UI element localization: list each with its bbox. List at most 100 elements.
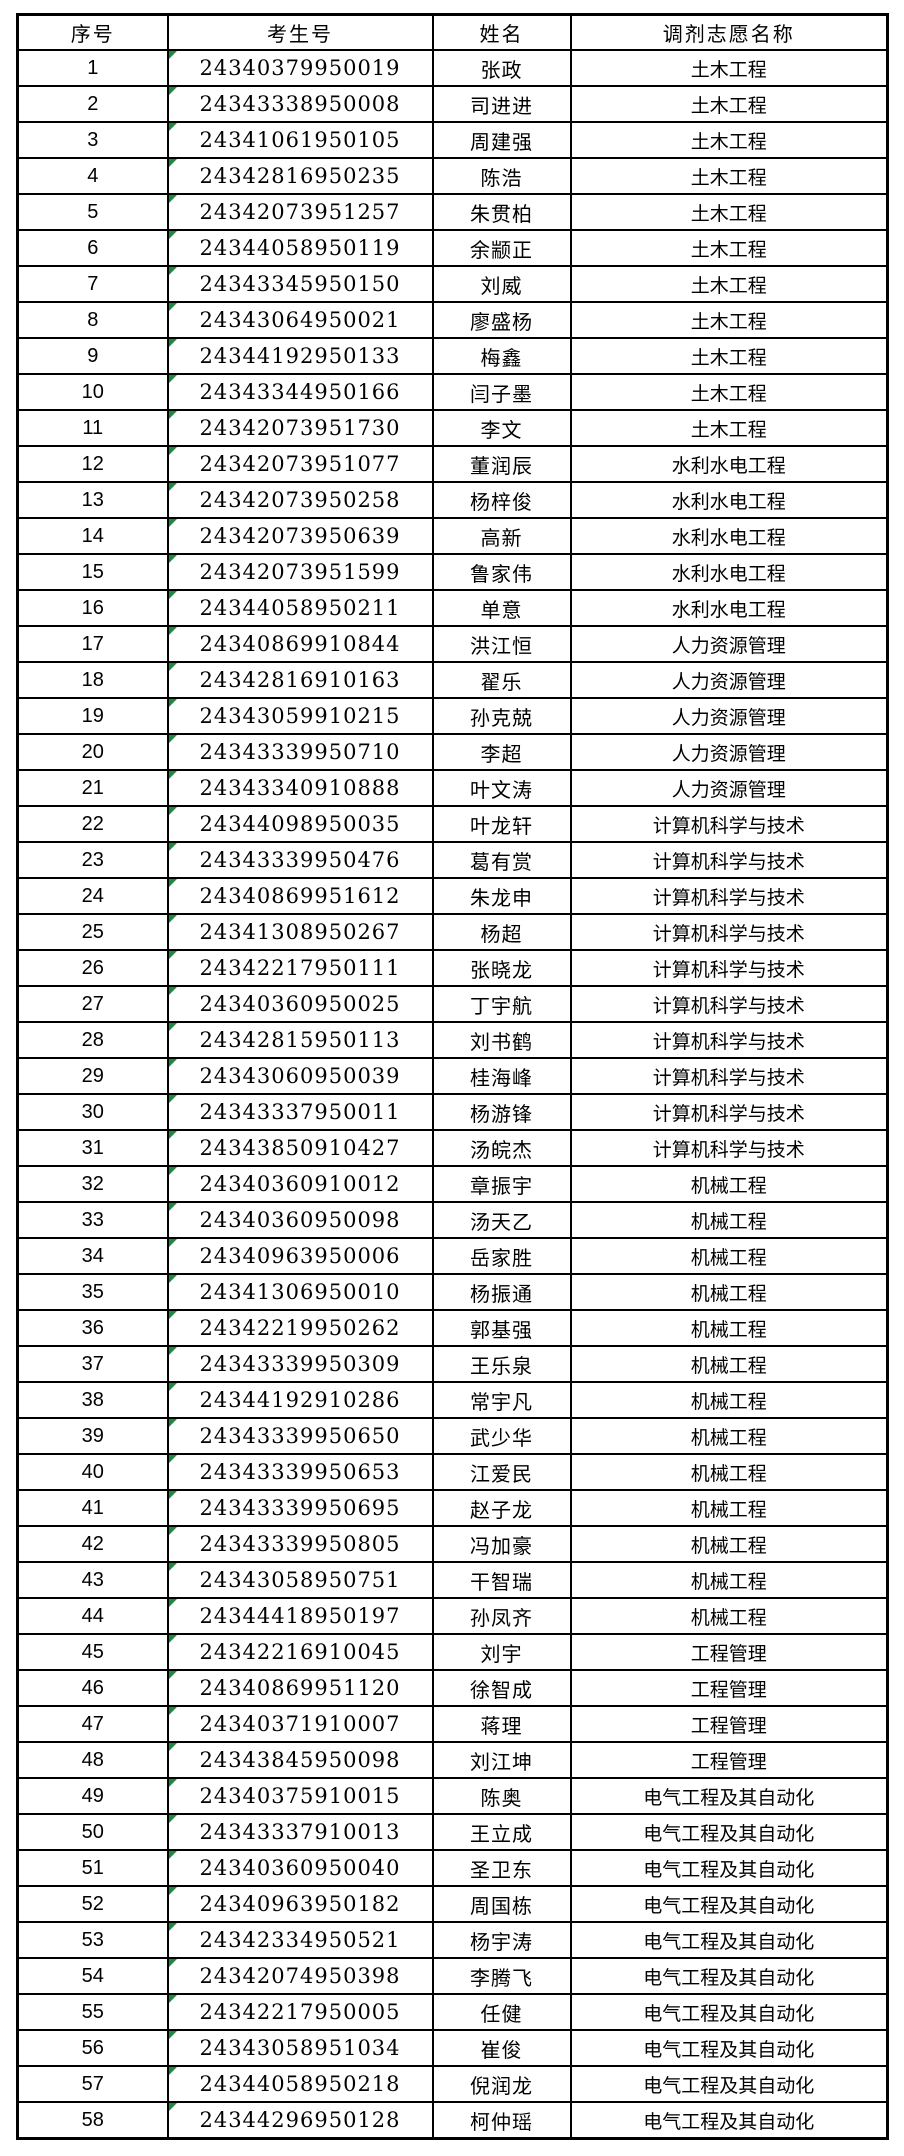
table-row: 41 24343339950695 赵子龙 机械工程 <box>16 1489 889 1527</box>
exam-no-text: 24341061950105 <box>199 128 401 152</box>
cell-name: 刘书鹤 <box>431 1021 572 1059</box>
exam-no-text: 24343337950011 <box>199 1100 401 1124</box>
exam-no-text: 24344418950197 <box>199 1604 401 1628</box>
excel-text-flag-icon <box>169 952 177 959</box>
exam-no-text: 24340869910844 <box>199 632 401 656</box>
cell-exam-no: 24343339950650 <box>166 1417 434 1455</box>
exam-no-text: 24343345950150 <box>199 272 401 296</box>
table-row: 32 24340360910012 章振宇 机械工程 <box>16 1165 889 1203</box>
exam-no-text: 24340869951120 <box>199 1676 401 1700</box>
excel-text-flag-icon <box>169 1312 177 1319</box>
excel-text-flag-icon <box>169 1888 177 1895</box>
cell-major: 人力资源管理 <box>569 625 889 663</box>
table-row: 46 24340869951120 徐智成 工程管理 <box>16 1669 889 1707</box>
cell-index: 19 <box>16 697 169 735</box>
cell-exam-no: 24340360910012 <box>166 1165 434 1203</box>
cell-index: 23 <box>16 841 169 879</box>
cell-name: 汤皖杰 <box>431 1129 572 1167</box>
cell-exam-no: 24343345950150 <box>166 265 434 303</box>
excel-text-flag-icon <box>169 844 177 851</box>
cell-index: 3 <box>16 121 169 159</box>
cell-major: 工程管理 <box>569 1633 889 1671</box>
cell-index: 13 <box>16 481 169 519</box>
table-row: 43 24343058950751 干智瑞 机械工程 <box>16 1561 889 1599</box>
excel-text-flag-icon <box>169 484 177 491</box>
excel-text-flag-icon <box>169 1528 177 1535</box>
cell-index: 33 <box>16 1201 169 1239</box>
excel-text-flag-icon <box>169 1600 177 1607</box>
table-row: 55 24342217950005 任健 电气工程及其自动化 <box>16 1993 889 2031</box>
cell-exam-no: 24343058951034 <box>166 2029 434 2067</box>
cell-major: 机械工程 <box>569 1201 889 1239</box>
table-row: 38 24344192910286 常宇凡 机械工程 <box>16 1381 889 1419</box>
cell-index: 31 <box>16 1129 169 1167</box>
table-row: 25 24341308950267 杨超 计算机科学与技术 <box>16 913 889 951</box>
table-row: 6 24344058950119 余颛正 土木工程 <box>16 229 889 267</box>
table-row: 47 24340371910007 蒋理 工程管理 <box>16 1705 889 1743</box>
cell-major: 计算机科学与技术 <box>569 949 889 987</box>
cell-name: 冯加豪 <box>431 1525 572 1563</box>
cell-major: 电气工程及其自动化 <box>569 1813 889 1851</box>
cell-exam-no: 24343850910427 <box>166 1129 434 1167</box>
cell-major: 电气工程及其自动化 <box>569 1957 889 1995</box>
cell-major: 土木工程 <box>569 193 889 231</box>
cell-exam-no: 24342073951257 <box>166 193 434 231</box>
cell-major: 人力资源管理 <box>569 769 889 807</box>
exam-no-text: 24343339950650 <box>199 1424 401 1448</box>
exam-no-text: 24340360910012 <box>199 1172 401 1196</box>
cell-index: 49 <box>16 1777 169 1815</box>
cell-major: 电气工程及其自动化 <box>569 1921 889 1959</box>
cell-index: 56 <box>16 2029 169 2067</box>
cell-index: 4 <box>16 157 169 195</box>
excel-text-flag-icon <box>169 1132 177 1139</box>
excel-text-flag-icon <box>169 1492 177 1499</box>
cell-index: 48 <box>16 1741 169 1779</box>
cell-exam-no: 24342216910045 <box>166 1633 434 1671</box>
cell-exam-no: 24342217950111 <box>166 949 434 987</box>
table-row: 42 24343339950805 冯加豪 机械工程 <box>16 1525 889 1563</box>
cell-major: 土木工程 <box>569 229 889 267</box>
cell-index: 17 <box>16 625 169 663</box>
table-row: 10 24343344950166 闫子墨 土木工程 <box>16 373 889 411</box>
cell-exam-no: 24343339950710 <box>166 733 434 771</box>
excel-text-flag-icon <box>169 340 177 347</box>
cell-exam-no: 24343339950653 <box>166 1453 434 1491</box>
cell-name: 桂海峰 <box>431 1057 572 1095</box>
table-row: 36 24342219950262 郭基强 机械工程 <box>16 1309 889 1347</box>
cell-name: 蒋理 <box>431 1705 572 1743</box>
cell-exam-no: 24342219950262 <box>166 1309 434 1347</box>
table-row: 26 24342217950111 张晓龙 计算机科学与技术 <box>16 949 889 987</box>
cell-name: 洪江恒 <box>431 625 572 663</box>
exam-no-text: 24343337910013 <box>199 1820 401 1844</box>
table-row: 58 24344296950128 柯仲瑶 电气工程及其自动化 <box>16 2101 889 2140</box>
cell-index: 7 <box>16 265 169 303</box>
cell-name: 郭基强 <box>431 1309 572 1347</box>
exam-no-text: 24343060950039 <box>199 1064 401 1088</box>
table-row: 30 24343337950011 杨游锋 计算机科学与技术 <box>16 1093 889 1131</box>
cell-index: 35 <box>16 1273 169 1311</box>
excel-text-flag-icon <box>169 412 177 419</box>
exam-no-text: 24342074950398 <box>199 1964 401 1988</box>
excel-text-flag-icon <box>169 1924 177 1931</box>
cell-major: 机械工程 <box>569 1561 889 1599</box>
table-row: 23 24343339950476 葛有赏 计算机科学与技术 <box>16 841 889 879</box>
table-row: 31 24343850910427 汤皖杰 计算机科学与技术 <box>16 1129 889 1167</box>
exam-no-text: 24340371910007 <box>199 1712 401 1736</box>
cell-name: 叶龙轩 <box>431 805 572 843</box>
exam-no-text: 24342816950235 <box>199 164 401 188</box>
cell-major: 计算机科学与技术 <box>569 805 889 843</box>
excel-text-flag-icon <box>169 2068 177 2075</box>
cell-name: 杨游锋 <box>431 1093 572 1131</box>
cell-exam-no: 24344058950211 <box>166 589 434 627</box>
table-row: 54 24342074950398 李腾飞 电气工程及其自动化 <box>16 1957 889 1995</box>
table-body: 1 24340379950019 张政 土木工程 2 2434333895000… <box>16 49 889 2140</box>
header-exam-no: 考生号 <box>166 13 434 51</box>
table-row: 2 24343338950008 司进进 土木工程 <box>16 85 889 123</box>
cell-exam-no: 24343339950476 <box>166 841 434 879</box>
cell-index: 47 <box>16 1705 169 1743</box>
excel-text-flag-icon <box>169 1636 177 1643</box>
cell-exam-no: 24342334950521 <box>166 1921 434 1959</box>
exam-no-text: 24342216910045 <box>199 1640 401 1664</box>
excel-text-flag-icon <box>169 1204 177 1211</box>
excel-text-flag-icon <box>169 664 177 671</box>
